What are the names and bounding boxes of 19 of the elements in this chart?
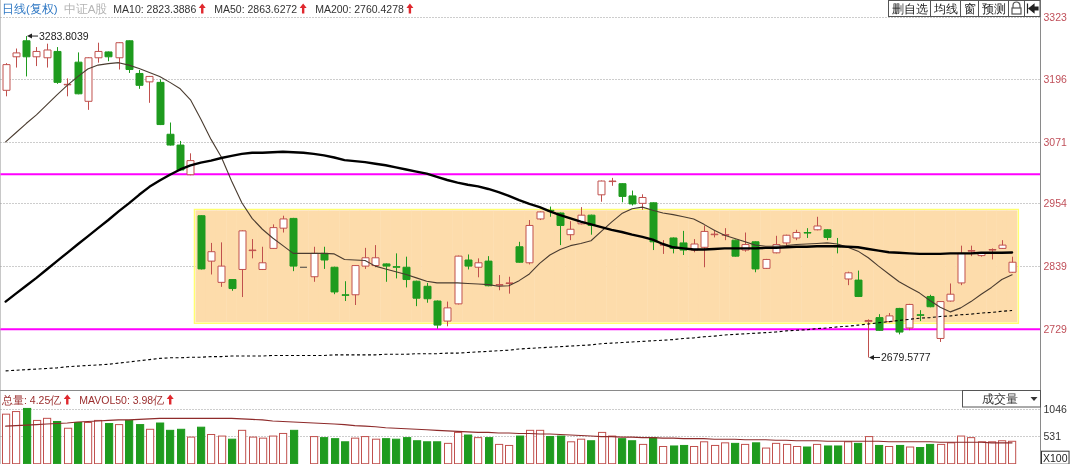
text: MA50: 2863.6272	[214, 2, 298, 15]
chart-title: 成交量	[982, 392, 1018, 405]
y-tick-label: 531	[1043, 430, 1062, 443]
annotation: 2679.5777	[881, 351, 931, 364]
chart-subtitle: 中证A股	[63, 2, 108, 15]
y-tick-label: 3323	[1043, 11, 1068, 24]
annotation: 总量: 4.25亿	[1, 393, 62, 406]
chart-title: 日线(复权)	[2, 2, 58, 15]
y-tick-label: 2839	[1043, 260, 1068, 273]
text: MA200: 2760.4278	[315, 2, 405, 15]
y-tick-label: 1046	[1043, 403, 1068, 416]
y-axis-title: X100	[1043, 451, 1068, 464]
y-tick-label: 3196	[1043, 72, 1068, 85]
annotation: MAVOL50: 3.98亿	[79, 393, 165, 406]
annotation: 3283.8039	[39, 30, 89, 43]
y-tick-label: 2954	[1043, 197, 1068, 210]
y-tick-label: 2729	[1043, 322, 1068, 335]
text: MA10: 2823.3886	[113, 2, 197, 15]
y-tick-label: 3071	[1043, 135, 1068, 148]
